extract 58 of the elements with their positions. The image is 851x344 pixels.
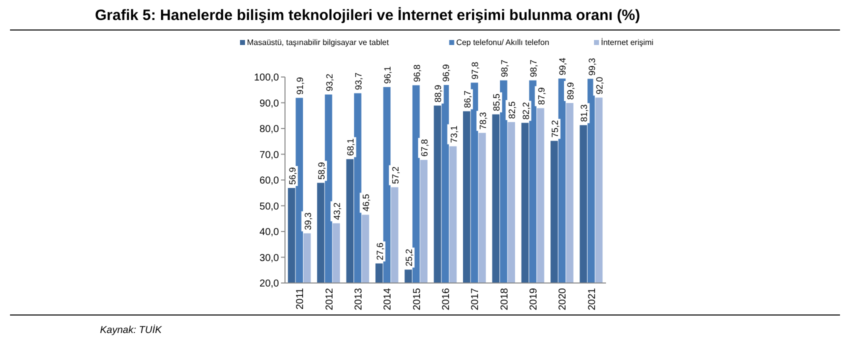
x-tick-label: 2021 xyxy=(586,288,598,310)
data-label: 67,8 xyxy=(420,139,430,157)
data-label: 58,9 xyxy=(316,162,326,180)
y-tick-label: 20,0 xyxy=(260,278,280,290)
data-label: 46,5 xyxy=(361,194,372,212)
data-label: 86,7 xyxy=(462,90,472,108)
data-label: 56,9 xyxy=(287,167,298,185)
data-label: 96,9 xyxy=(441,64,451,82)
x-tick-label: 2020 xyxy=(558,288,569,310)
data-label: 39,3 xyxy=(302,212,313,230)
legend-label: İnternet erişimi xyxy=(601,38,654,47)
y-tick-label: 50,0 xyxy=(260,201,280,212)
text: Kaynak: TUİK xyxy=(100,324,164,336)
x-tick-label: 2019 xyxy=(528,288,540,310)
data-label: 99,4 xyxy=(558,58,568,76)
x-tick-label: 2017 xyxy=(470,288,482,310)
data-label: 99,3 xyxy=(586,58,597,76)
data-label: 91,9 xyxy=(295,77,306,95)
y-tick-label: 90,0 xyxy=(260,98,280,110)
data-label: 27,6 xyxy=(374,242,385,260)
data-label: 75,2 xyxy=(550,120,560,138)
x-tick-label: 2013 xyxy=(353,288,364,310)
data-label: 73,1 xyxy=(448,126,459,144)
data-label: 82,5 xyxy=(507,101,518,119)
data-label: 81,3 xyxy=(579,104,590,122)
data-label: 98,7 xyxy=(499,60,510,78)
chart-title: Grafik 5: Hanelerde bilişim teknolojileri ve İnternet erişimi bulunma oranı (%) xyxy=(95,7,640,24)
y-tick-label: 100,0 xyxy=(254,72,280,84)
data-label: 93,7 xyxy=(353,72,364,90)
y-tick-label: 80,0 xyxy=(260,124,280,135)
x-tick-label: 2015 xyxy=(412,288,423,310)
legend-label: Masaüstü, taşınabilir bilgisayar ve tablet xyxy=(247,38,390,47)
data-label: 96,1 xyxy=(382,66,393,84)
data-label: 89,9 xyxy=(566,82,576,100)
y-tick-label: 40,0 xyxy=(260,227,280,238)
data-label: 96,8 xyxy=(412,64,422,82)
data-label: 43,2 xyxy=(332,202,342,220)
data-label: 57,2 xyxy=(390,166,400,184)
data-label: 97,8 xyxy=(470,62,480,80)
data-label: 82,2 xyxy=(520,102,531,120)
data-label: 68,1 xyxy=(346,138,356,156)
x-tick-label: 2012 xyxy=(324,288,336,310)
data-label: 87,9 xyxy=(536,87,546,105)
x-tick-label: 2011 xyxy=(295,288,306,310)
x-tick-label: 2018 xyxy=(499,288,510,310)
y-tick-label: 70,0 xyxy=(260,150,280,161)
data-label: 93,2 xyxy=(324,74,334,92)
data-label: 98,7 xyxy=(528,60,539,78)
x-tick-label: 2016 xyxy=(441,288,452,310)
legend-label: Cep telefonu/ Akıllı telefon xyxy=(456,38,550,47)
data-label: 88,9 xyxy=(433,84,444,102)
data-label: 92,0 xyxy=(594,76,605,94)
x-tick-label: 2014 xyxy=(382,288,394,310)
data-label: 78,3 xyxy=(478,112,488,130)
data-label: 85,5 xyxy=(492,94,502,112)
y-tick-label: 30,0 xyxy=(260,252,280,264)
data-label: 25,2 xyxy=(404,248,414,266)
y-tick-label: 60,0 xyxy=(260,176,280,186)
